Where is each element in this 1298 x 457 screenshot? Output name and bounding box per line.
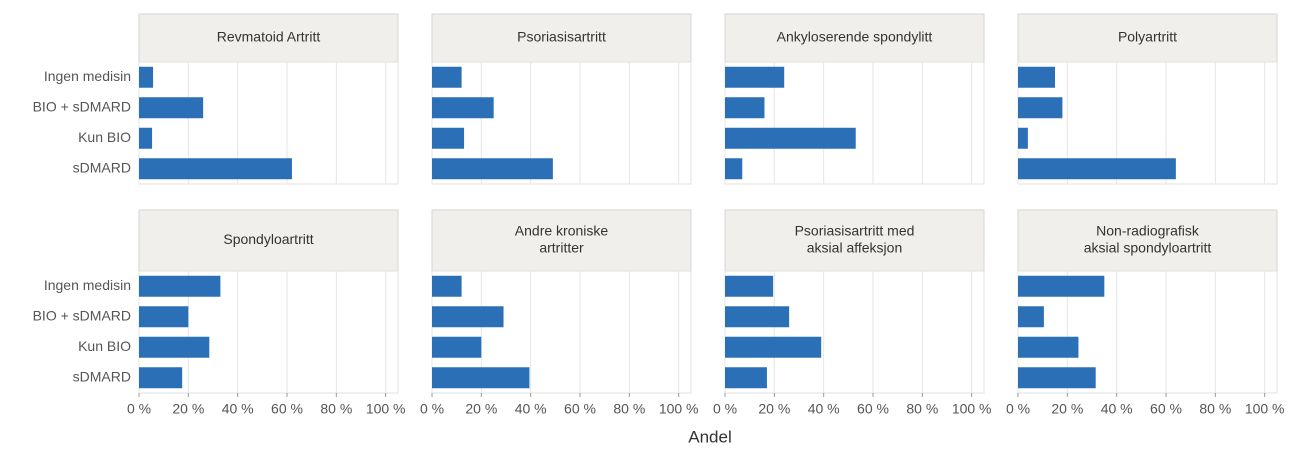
x-tick-label: 20 % (465, 401, 497, 417)
x-tick-label: 20 % (1051, 401, 1083, 417)
bar (139, 367, 183, 389)
bar (432, 336, 482, 358)
bar (725, 367, 767, 389)
x-tick-label: 20 % (758, 401, 790, 417)
panel-title: Andre kroniske (515, 223, 609, 239)
x-tick-label: 40 % (222, 401, 254, 417)
x-tick-label: 40 % (808, 401, 840, 417)
x-tick-label: 40 % (1101, 401, 1133, 417)
x-tick-label: 100 % (952, 401, 992, 417)
panel-header (1017, 209, 1278, 272)
panel-title: artritter (539, 240, 584, 256)
y-tick-label: Ingen medisin (44, 68, 131, 84)
panel-header (724, 13, 985, 63)
bar (139, 306, 189, 328)
x-tick-label: 100 % (659, 401, 699, 417)
bar (1018, 306, 1044, 328)
bar (725, 66, 785, 88)
y-tick-label: BIO + sDMARD (33, 98, 131, 114)
bar (1018, 275, 1105, 297)
bar (139, 97, 204, 119)
y-tick-label: Kun BIO (78, 338, 131, 354)
panel-header (431, 13, 692, 63)
x-tick-label: 80 % (906, 401, 938, 417)
panel-header (1017, 13, 1278, 63)
x-tick-label: 0 % (1006, 401, 1030, 417)
x-tick-label: 80 % (613, 401, 645, 417)
bar (432, 367, 530, 389)
bar (432, 275, 462, 297)
x-tick-label: 100 % (1245, 401, 1285, 417)
panel-title: aksial spondyloartritt (1084, 240, 1212, 256)
bar (1018, 127, 1028, 149)
x-axis-label: Andel (688, 427, 731, 446)
bar (725, 127, 856, 149)
y-tick-label: sDMARD (73, 368, 131, 384)
bar (139, 275, 221, 297)
y-tick-label: BIO + sDMARD (33, 307, 131, 323)
panel-header (431, 209, 692, 272)
x-tick-label: 60 % (857, 401, 889, 417)
panel-title: aksial affeksjon (807, 240, 902, 256)
y-tick-label: sDMARD (73, 159, 131, 175)
x-tick-label: 100 % (366, 401, 406, 417)
bar (139, 158, 292, 180)
bar (432, 66, 462, 88)
bar (432, 127, 465, 149)
x-tick-label: 60 % (1150, 401, 1182, 417)
bar (1018, 336, 1079, 358)
bar (139, 66, 154, 88)
x-tick-label: 40 % (515, 401, 547, 417)
bar (432, 306, 504, 328)
bar (1018, 66, 1055, 88)
panel-header (138, 13, 399, 63)
panel-title: Polyartritt (1118, 29, 1177, 45)
y-tick-label: Kun BIO (78, 129, 131, 145)
bar (725, 158, 743, 180)
bar (725, 97, 765, 119)
panel-title: Spondyloartritt (223, 231, 313, 247)
bar (725, 336, 822, 358)
panel-title: Psoriasisartritt (517, 29, 606, 45)
x-tick-label: 60 % (271, 401, 303, 417)
panel-title: Ankyloserende spondylitt (777, 29, 933, 45)
bar (725, 275, 774, 297)
x-tick-label: 0 % (127, 401, 151, 417)
bar (432, 158, 553, 180)
panel-title: Revmatoid Artritt (217, 29, 321, 45)
bar (1018, 158, 1176, 180)
bar (1018, 97, 1063, 119)
bar (432, 97, 494, 119)
x-tick-label: 80 % (1199, 401, 1231, 417)
y-tick-label: Ingen medisin (44, 277, 131, 293)
x-tick-label: 0 % (420, 401, 444, 417)
panel-title: Psoriasisartritt med (795, 223, 915, 239)
bar (139, 127, 153, 149)
bar (1018, 367, 1096, 389)
panel-header (138, 209, 399, 272)
x-tick-label: 80 % (320, 401, 352, 417)
x-tick-label: 60 % (564, 401, 596, 417)
panel-title: Non-radiografisk (1096, 223, 1200, 239)
panel-header (724, 209, 985, 272)
x-tick-label: 20 % (172, 401, 204, 417)
bar (725, 306, 790, 328)
bar (139, 336, 210, 358)
x-tick-label: 0 % (713, 401, 737, 417)
